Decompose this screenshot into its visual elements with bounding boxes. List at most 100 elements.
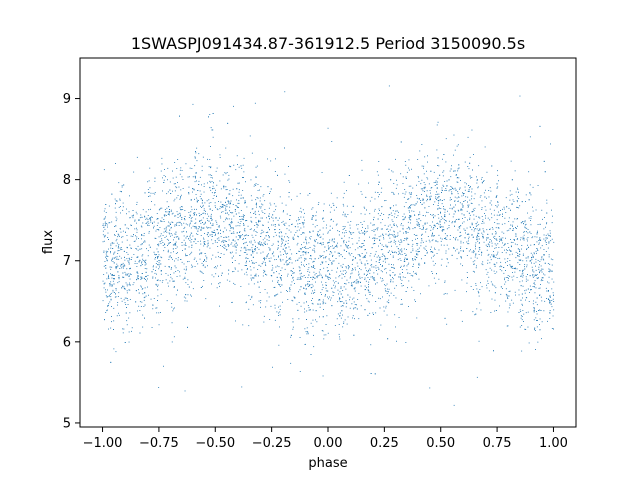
data-point: [329, 211, 331, 213]
data-point: [514, 239, 515, 241]
data-point: [215, 273, 217, 275]
data-point: [241, 218, 243, 220]
data-point: [463, 221, 465, 223]
data-point: [224, 240, 226, 242]
data-point: [388, 235, 390, 237]
data-point: [403, 248, 405, 250]
data-point: [415, 250, 417, 252]
data-point: [429, 225, 431, 226]
data-point: [412, 275, 414, 277]
data-point: [161, 217, 163, 219]
data-point: [324, 295, 326, 297]
data-point: [279, 217, 280, 219]
data-point: [438, 249, 440, 251]
data-point: [141, 234, 142, 235]
data-point: [215, 267, 217, 269]
data-point: [110, 268, 112, 270]
data-point: [505, 237, 506, 239]
data-point: [520, 237, 522, 239]
data-point: [128, 289, 130, 291]
data-point: [466, 234, 468, 235]
data-point: [496, 206, 498, 208]
data-point: [220, 253, 222, 254]
data-point: [323, 220, 325, 222]
data-point: [424, 223, 426, 225]
data-point: [103, 265, 105, 267]
data-point: [541, 277, 543, 279]
data-point: [378, 255, 379, 257]
data-point: [395, 326, 396, 328]
data-point: [241, 216, 243, 217]
data-point: [232, 228, 234, 230]
data-point: [300, 278, 302, 280]
data-point: [541, 321, 543, 323]
data-point: [364, 257, 366, 258]
data-point: [496, 239, 498, 241]
data-point: [522, 255, 524, 256]
data-point: [532, 256, 534, 258]
data-point: [301, 244, 302, 246]
data-point: [431, 226, 432, 228]
data-point: [393, 241, 395, 243]
data-point: [551, 288, 553, 290]
data-point: [348, 266, 350, 268]
data-point: [373, 266, 375, 268]
data-point: [515, 227, 516, 229]
data-point: [165, 215, 167, 216]
data-point: [215, 170, 217, 172]
data-point: [293, 296, 295, 298]
data-point: [493, 214, 495, 216]
data-point: [135, 235, 136, 237]
data-point: [169, 181, 171, 183]
data-point: [471, 222, 473, 224]
data-point: [536, 248, 538, 249]
data-point: [222, 239, 224, 241]
data-point: [372, 295, 373, 297]
data-point: [193, 189, 195, 191]
data-point: [264, 241, 266, 243]
data-point: [186, 235, 188, 237]
data-point: [456, 197, 458, 199]
data-point: [131, 327, 133, 329]
data-point: [349, 296, 351, 298]
data-point: [174, 183, 176, 185]
data-point: [473, 263, 475, 265]
data-point: [156, 312, 158, 314]
data-point: [122, 206, 124, 208]
data-point: [404, 189, 406, 190]
data-point: [278, 312, 279, 314]
data-point: [187, 176, 189, 178]
data-point: [429, 387, 431, 389]
data-point: [163, 221, 165, 222]
data-point: [498, 215, 500, 216]
data-point: [196, 208, 197, 210]
data-point: [389, 224, 391, 226]
data-point: [251, 254, 252, 256]
data-point: [413, 263, 414, 265]
data-point: [478, 295, 480, 297]
data-point: [144, 268, 146, 269]
data-point: [299, 210, 301, 212]
data-point: [229, 166, 231, 168]
data-point: [361, 243, 363, 244]
data-point: [135, 301, 137, 303]
data-point: [165, 273, 167, 274]
data-point: [178, 186, 180, 188]
data-point: [486, 273, 488, 275]
data-point: [279, 309, 281, 310]
data-point: [515, 251, 517, 253]
data-point: [395, 236, 396, 238]
data-point: [442, 229, 444, 231]
data-point: [198, 180, 200, 182]
data-point: [144, 216, 146, 218]
data-point: [245, 252, 247, 253]
data-point: [505, 262, 506, 264]
data-point: [143, 241, 144, 243]
data-point: [365, 231, 367, 233]
data-point: [358, 274, 359, 276]
data-point: [250, 277, 252, 279]
data-point: [434, 225, 436, 227]
data-point: [323, 257, 324, 259]
data-point: [185, 242, 186, 244]
data-point: [405, 191, 407, 193]
